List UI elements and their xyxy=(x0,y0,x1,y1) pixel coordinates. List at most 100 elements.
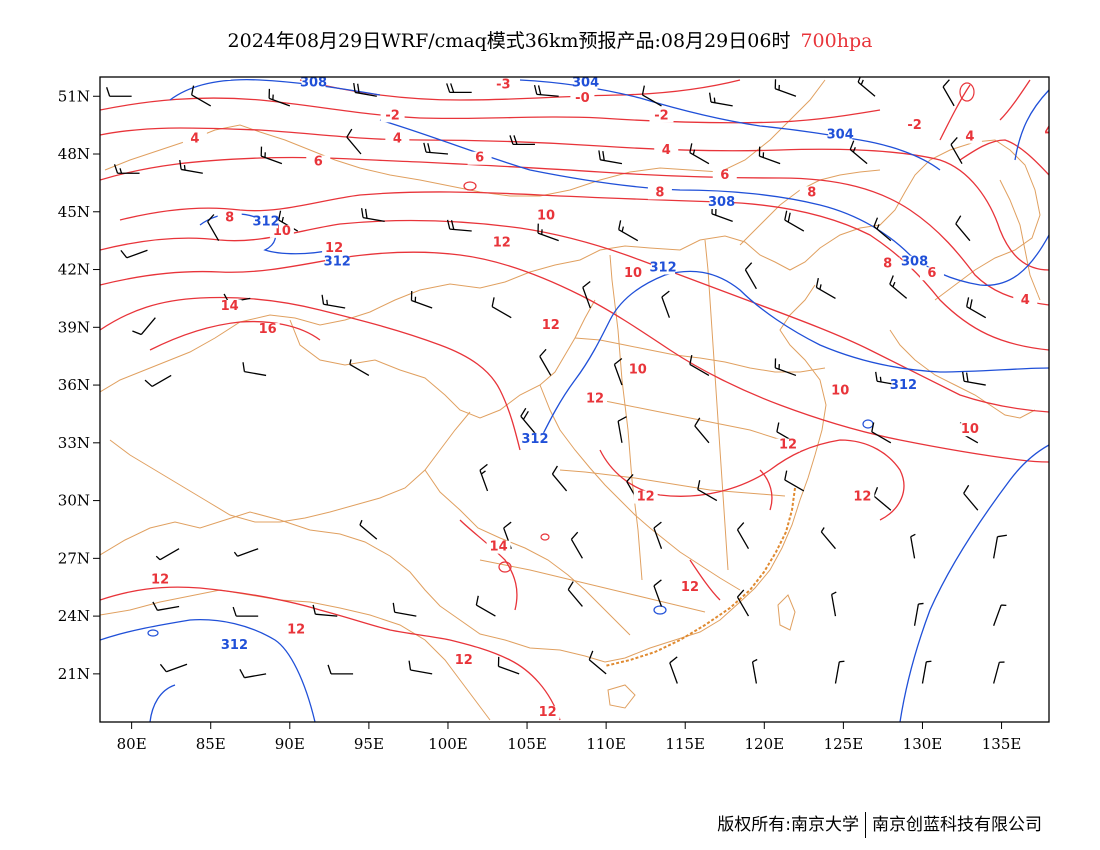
small-features xyxy=(147,82,975,637)
height-label-bg xyxy=(828,128,853,142)
wind-barb xyxy=(144,374,172,387)
isotherm-4-ne xyxy=(959,139,1049,176)
temperature-label: -2 xyxy=(385,108,399,123)
wind-barb xyxy=(653,579,663,607)
wind-barb xyxy=(857,77,876,97)
wind-barb xyxy=(913,602,924,626)
temperature-label-bg xyxy=(957,130,982,144)
southeast-coastline xyxy=(604,487,796,667)
wind-barb xyxy=(618,220,639,242)
wind-barb xyxy=(962,371,986,386)
temperature-label-bg xyxy=(570,92,595,106)
isotherm-14-sw xyxy=(459,519,518,611)
wind-barb xyxy=(191,85,212,107)
lon-tick-label: 130E xyxy=(903,735,943,753)
taiwan xyxy=(777,594,796,631)
wind-barb xyxy=(582,280,591,309)
temperature-label-bg xyxy=(957,423,982,437)
temperature-label: 12 xyxy=(325,241,343,256)
wind-barb xyxy=(966,297,987,319)
height-label-bg xyxy=(573,77,598,90)
temperature-label-bg xyxy=(1013,294,1038,308)
temperature-label-bg xyxy=(1037,124,1049,138)
height-label: 312 xyxy=(253,214,280,229)
temperature-label-bg xyxy=(583,392,608,406)
wind-barb xyxy=(497,656,520,675)
temperature-label-bg xyxy=(850,490,875,504)
provinces-south xyxy=(479,559,706,613)
temperature-label-bg xyxy=(491,78,516,92)
isotherm-12 xyxy=(100,251,1049,463)
lon-tick-label: 125E xyxy=(824,735,864,753)
lon-tick-label: 115E xyxy=(665,735,705,753)
wind-barb xyxy=(159,663,188,673)
temperature-label-bg xyxy=(875,257,900,271)
temperature-label-bg xyxy=(534,209,559,223)
wind-barb xyxy=(950,137,963,164)
lat-tick-label: 48N xyxy=(58,145,90,163)
wind-barb xyxy=(321,294,346,309)
temperature-label-bg xyxy=(621,267,646,281)
isotherm-12-sw xyxy=(100,586,561,721)
wind-barb xyxy=(588,650,607,675)
temperature-label-bg xyxy=(284,623,309,637)
wind-barb xyxy=(242,362,267,377)
temperature-label: 12 xyxy=(542,318,560,333)
height-label-bg xyxy=(891,378,916,392)
temperature-label: -2 xyxy=(907,118,921,133)
wind-barb xyxy=(910,533,916,559)
temperature-label-bg xyxy=(677,581,702,595)
temperature-label-bg xyxy=(217,299,242,313)
provinces-north xyxy=(574,337,826,373)
height-312 xyxy=(539,270,1049,441)
lat-tick-label: 42N xyxy=(58,261,90,279)
temperature-label-bg xyxy=(489,236,514,250)
temperature-label-bg xyxy=(712,169,737,183)
wind-barb xyxy=(537,223,559,242)
korea-coast xyxy=(889,329,1036,419)
temperature-label: -2 xyxy=(654,108,668,123)
wind-barb xyxy=(820,527,836,550)
height-label-bg xyxy=(651,261,676,275)
height-304 xyxy=(519,79,941,171)
wind-barb xyxy=(831,591,837,617)
height-label-bg xyxy=(222,638,247,652)
wind-barb xyxy=(689,143,710,165)
wind-barb xyxy=(653,521,663,549)
wind-barb xyxy=(617,416,627,443)
wind-barb xyxy=(567,581,583,607)
height-label: 312 xyxy=(221,638,248,653)
temperature-label: 10 xyxy=(831,384,849,399)
temperature-label: 12 xyxy=(539,705,557,720)
provinces-center xyxy=(424,469,631,636)
temperature-label-bg xyxy=(486,540,511,554)
wind-barb xyxy=(736,589,750,617)
height-label-bg xyxy=(301,77,326,90)
lon-tick-label: 105E xyxy=(507,735,547,753)
wind-barb xyxy=(232,606,259,617)
temperature-label-bg xyxy=(255,323,280,337)
wind-barb xyxy=(758,146,781,165)
temperature-label: 6 xyxy=(314,155,323,170)
temperature-label-bg xyxy=(217,211,242,225)
footer-separator xyxy=(865,812,866,838)
wind-barb xyxy=(491,297,512,319)
wind-barb xyxy=(327,664,354,675)
lat-tick-label: 45N xyxy=(58,203,90,221)
wind-barb xyxy=(268,88,291,107)
temperature-label: 8 xyxy=(883,257,892,272)
wind-barb xyxy=(873,487,892,511)
wind-barb xyxy=(641,85,662,107)
height-label: 308 xyxy=(300,76,327,91)
height-312-ne xyxy=(1014,89,1049,161)
wind-barb xyxy=(697,480,718,502)
wind-barb xyxy=(207,214,220,241)
wind-barb xyxy=(446,219,472,232)
wind-barb xyxy=(744,262,757,290)
wind-barb xyxy=(774,79,797,97)
height-label-bg xyxy=(206,77,231,80)
isotherm-6 xyxy=(100,156,1049,306)
temperature-label: 12 xyxy=(853,490,871,505)
temperature-label-bg xyxy=(467,151,492,165)
wind-barb xyxy=(179,159,203,174)
